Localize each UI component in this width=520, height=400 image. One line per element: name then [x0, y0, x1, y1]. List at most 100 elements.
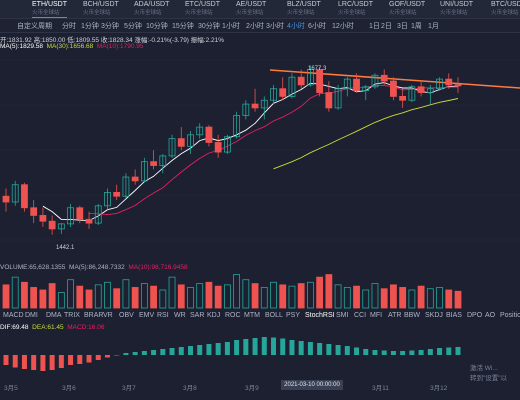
macd-bar: [363, 349, 369, 355]
candle-body: [205, 126, 213, 143]
macd-bar: [400, 351, 406, 355]
volume-bar: [104, 281, 111, 309]
indicator-emv[interactable]: EMV: [139, 312, 155, 319]
period-6[interactable]: 15分钟: [172, 23, 194, 30]
tab-symbol: LRC/USDT: [338, 1, 374, 8]
indicator-dma[interactable]: DMA: [46, 312, 62, 319]
period-16[interactable]: 3日: [397, 23, 408, 30]
indicator-vr[interactable]: VR: [103, 312, 113, 319]
indicator-atr[interactable]: ATR: [388, 312, 402, 319]
indicator-psy[interactable]: PSY: [286, 312, 301, 319]
tab-symbol: BCH/USDT: [83, 1, 119, 8]
tab-gof-usdt[interactable]: GOF/USDT 火币全球站: [389, 1, 425, 17]
tab-eth-usdt[interactable]: ETH/USDT 火币全球站: [32, 1, 67, 18]
indicator-boll[interactable]: BOLL: [265, 312, 283, 319]
indicator-wr[interactable]: WR: [174, 312, 186, 319]
period-7[interactable]: 30分钟: [198, 23, 220, 30]
indicator-skdj[interactable]: SKDJ: [425, 312, 443, 319]
volume-bar: [196, 283, 204, 309]
tab-uni-usdt[interactable]: UNI/USDT 火币全球站: [440, 1, 473, 17]
tab-exchange: 火币全球站: [338, 10, 366, 16]
indicator-position[interactable]: Position: [500, 312, 520, 319]
tab-symbol: UNI/USDT: [440, 1, 474, 8]
tab-lrc-usdt[interactable]: LRC/USDT 火币全球站: [338, 1, 373, 17]
indicator-roc[interactable]: ROC: [225, 312, 241, 319]
candle-body: [177, 138, 185, 147]
macd-bar: [58, 355, 64, 368]
volume-ma10: MA(10):98,716.9458: [128, 264, 188, 271]
period-10[interactable]: 3小时: [266, 23, 284, 30]
indicator-rsi[interactable]: RSI: [157, 312, 169, 319]
indicator-smi[interactable]: SMI: [336, 312, 349, 319]
indicator-cci[interactable]: CCI: [354, 312, 367, 319]
indicator-dpo[interactable]: DPO: [467, 312, 483, 319]
tab-ae-usdt[interactable]: AE/USDT 火币全球站: [236, 1, 266, 17]
macd-bar: [206, 344, 212, 355]
period-17[interactable]: 1周: [411, 23, 422, 30]
ma30-label: MA(30):1656.68: [46, 43, 94, 50]
macd-bar: [335, 345, 341, 355]
indicator-bias[interactable]: BIAS: [446, 312, 462, 319]
indicator-mtm[interactable]: MTM: [244, 312, 260, 319]
macd-bar: [68, 355, 74, 365]
period-0[interactable]: 自定义周期: [17, 23, 52, 30]
candle-body: [279, 88, 287, 97]
volume-bar: [316, 276, 324, 309]
volume-bar: [11, 276, 19, 309]
candle-body: [334, 88, 342, 109]
period-18[interactable]: 1月: [428, 23, 439, 30]
candle-body: [104, 191, 111, 207]
macd-bar: [261, 337, 267, 355]
volume-bar: [445, 289, 453, 309]
indicator-macd[interactable]: MACD: [3, 312, 24, 319]
tab-etc-usdt[interactable]: ETC/USDT 火币全球站: [185, 1, 220, 17]
tab-bch-usdt[interactable]: BCH/USDT 火币全球站: [83, 1, 119, 17]
volume-bar: [390, 284, 397, 309]
volume-bar: [353, 285, 360, 309]
indicator-mfi[interactable]: MFI: [370, 312, 383, 319]
indicator-ao[interactable]: AO: [485, 312, 496, 319]
period-15[interactable]: 2日: [381, 23, 392, 30]
indicator-stochrsi[interactable]: StochRSI: [305, 312, 335, 319]
tab-ada-usdt[interactable]: ADA/USDT 火币全球站: [134, 1, 169, 17]
macd-bar: [31, 355, 37, 370]
macd-bar: [437, 348, 443, 355]
period-14[interactable]: 1日: [369, 23, 380, 30]
period-1[interactable]: 分时: [62, 23, 76, 30]
indicator-sar[interactable]: SAR: [190, 312, 205, 319]
period-13[interactable]: 12小时: [332, 23, 354, 30]
volume-bar: [21, 281, 28, 309]
watermark-line2: 转到"设置"以: [470, 375, 508, 382]
tab-blz-usdt[interactable]: BLZ/USDT 火币全球站: [287, 1, 321, 17]
indicator-bbw[interactable]: BBW: [404, 312, 420, 319]
period-9[interactable]: 2小时: [246, 23, 264, 30]
period-4[interactable]: 5分钟: [124, 23, 142, 30]
indicator-trix[interactable]: TRIX: [64, 312, 80, 319]
macd-bar: [372, 350, 378, 355]
indicator-obv[interactable]: OBV: [119, 312, 134, 319]
trend-line: [269, 69, 520, 89]
macd-bar: [455, 347, 461, 355]
macd-bar: [381, 350, 387, 355]
volume-bar: [113, 288, 121, 309]
macd-bar: [307, 342, 313, 355]
macd-bar: [289, 340, 295, 355]
candle-body: [11, 184, 19, 203]
dif-value: DIF:69.48: [0, 324, 29, 331]
indicator-dmi[interactable]: DMI: [25, 312, 38, 319]
candle-body: [371, 74, 379, 88]
period-12[interactable]: 6小时: [308, 23, 326, 30]
indicator-kdj[interactable]: KDJ: [207, 312, 221, 319]
period-5[interactable]: 10分钟: [146, 23, 168, 30]
candle-body: [417, 86, 425, 93]
period-3[interactable]: 3分钟: [101, 23, 119, 30]
macd-bar: [409, 350, 415, 355]
macd-bar: [12, 355, 18, 368]
period-2[interactable]: 1分钟: [81, 23, 99, 30]
tab-btc-usdt[interactable]: BTC/USDT 火币全球站: [491, 1, 520, 17]
period-8[interactable]: 1小时: [222, 23, 240, 30]
macd-bar: [418, 350, 424, 355]
indicator-brar[interactable]: BRAR: [84, 312, 104, 319]
period-11[interactable]: 4小时: [287, 23, 305, 30]
